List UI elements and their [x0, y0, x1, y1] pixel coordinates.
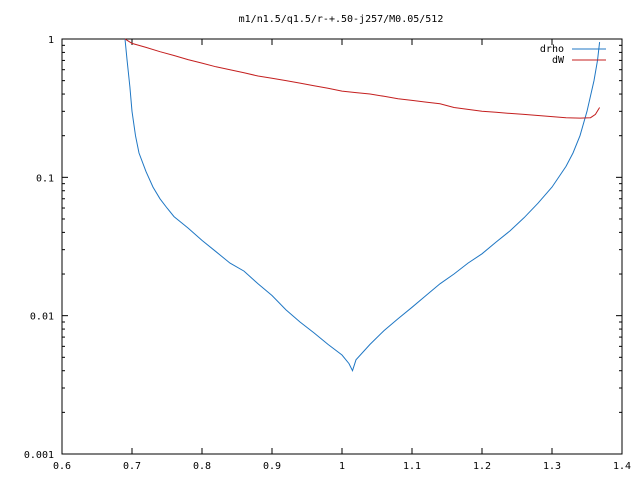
y-axis: 0.001 0.01 0.1 1: [24, 35, 622, 461]
x-tick-label: 1.2: [473, 461, 491, 472]
x-tick-label: 0.9: [263, 461, 281, 472]
y-tick-label: 1: [48, 35, 54, 46]
x-tick-label: 1.3: [543, 461, 561, 472]
series-layer: [124, 38, 601, 373]
legend-label-drho: drho: [540, 44, 564, 55]
y-tick-label: 0.01: [30, 312, 54, 323]
series-line-dW: [124, 38, 601, 119]
x-axis: 0.6 0.7 0.8 0.9 1 1.1 1.2 1.3 1.4: [53, 39, 631, 472]
x-tick-label: 0.8: [193, 461, 211, 472]
x-tick-label: 0.6: [53, 461, 71, 472]
chart-title: m1/n1.5/q1.5/r-+.50-j257/M0.05/512: [239, 14, 444, 25]
x-tick-label: 1.1: [403, 461, 421, 472]
x-tick-label: 0.7: [123, 461, 141, 472]
x-tick-label: 1.4: [613, 461, 631, 472]
legend-label-dW: dW: [552, 55, 565, 66]
plot-frame: [61, 38, 623, 455]
series-line-drho: [124, 38, 601, 373]
y-tick-label: 0.1: [36, 173, 54, 184]
y-tick-label: 0.001: [24, 450, 54, 461]
x-tick-label: 1: [339, 461, 345, 472]
